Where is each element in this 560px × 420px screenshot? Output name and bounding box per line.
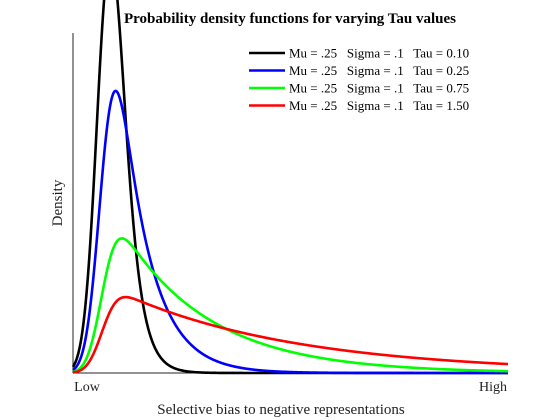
x-tick-label-high: High [479, 380, 507, 395]
series-line-4 [72, 295, 509, 374]
chart-title: Probability density functions for varyin… [124, 11, 456, 27]
x-tick-label-low: Low [74, 380, 101, 395]
legend-label-2: Mu = .25 Sigma = .1 Tau = 0.25 [289, 63, 469, 78]
legend-label-1: Mu = .25 Sigma = .1 Tau = 0.10 [289, 46, 469, 61]
legend-label-4: Mu = .25 Sigma = .1 Tau = 1.50 [289, 98, 469, 113]
plot-area [71, 0, 509, 375]
series-line-2 [72, 89, 509, 375]
series-line-3 [72, 237, 509, 374]
legend-label-3: Mu = .25 Sigma = .1 Tau = 0.75 [289, 81, 469, 96]
y-axis-label: Density [50, 179, 66, 226]
legend: Mu = .25 Sigma = .1 Tau = 0.10 Mu = .25 S… [249, 46, 469, 113]
x-axis-label: Selective bias to negative representatio… [157, 402, 405, 418]
series-group [71, 0, 509, 375]
